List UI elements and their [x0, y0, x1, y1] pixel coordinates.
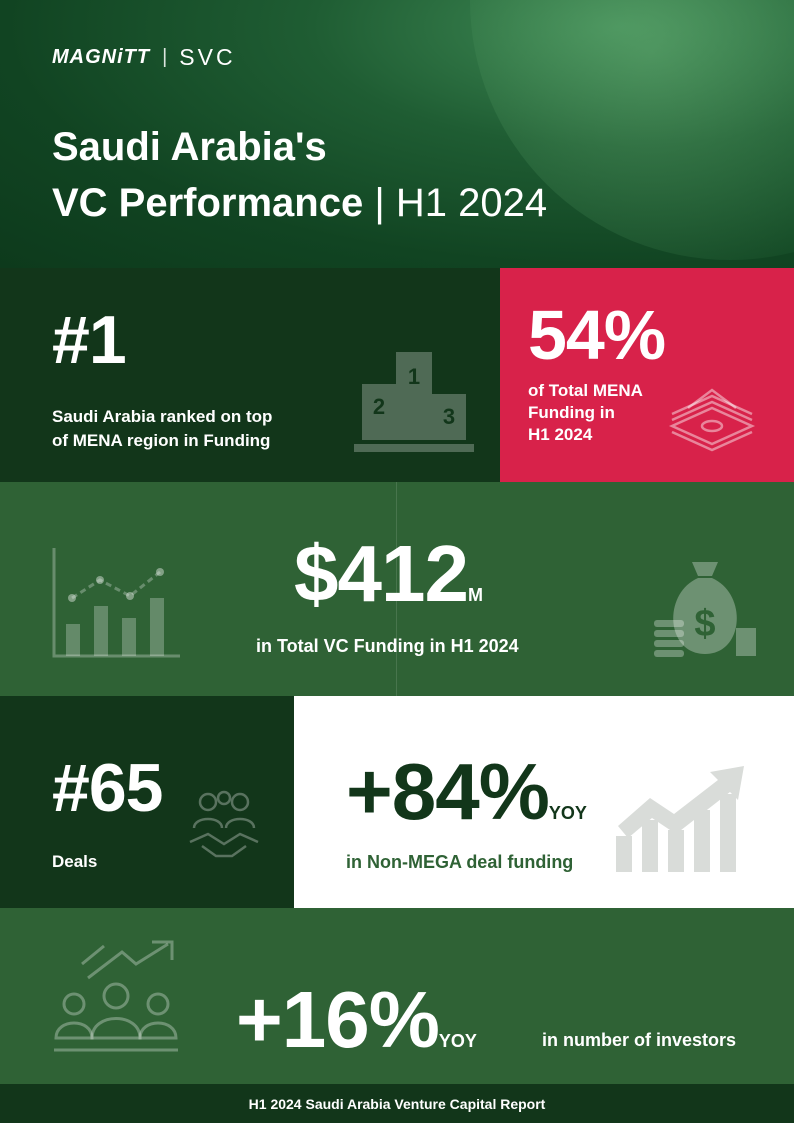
podium-label-2: 2: [373, 394, 385, 419]
handshake-team-icon: [189, 790, 259, 858]
page-title-line1: Saudi Arabia's: [52, 125, 327, 169]
rank-caption-line1: Saudi Arabia ranked on top: [52, 407, 273, 426]
cash-stack-icon: [668, 388, 756, 452]
bar-chart-icon: [52, 548, 180, 658]
deals-panel: [0, 696, 294, 908]
share-caption-line1: of Total MENA: [528, 381, 643, 400]
investors-suffix: YOY: [438, 1031, 477, 1051]
share-panel: [500, 268, 794, 482]
growth-chart-icon: [616, 766, 744, 872]
money-bag-icon: $: [654, 562, 756, 657]
footer-text: H1 2024 Saudi Arabia Venture Capital Rep…: [248, 1095, 546, 1112]
logo-separator: |: [162, 46, 168, 68]
rank-value: #1: [52, 302, 127, 378]
podium-label-1: 1: [408, 364, 420, 389]
non-mega-caption: in Non-MEGA deal funding: [346, 852, 574, 872]
investors-growth-icon: [54, 940, 178, 1052]
funding-panel: [0, 482, 794, 696]
investors-value-group: +16%YOY: [236, 980, 477, 1060]
svg-text:$: $: [694, 603, 715, 645]
magnitt-logo: MAGNiTT: [52, 46, 151, 68]
investors-panel: [0, 908, 794, 1084]
rank-panel: [0, 268, 500, 482]
non-mega-value-group: +84%YOY: [346, 752, 587, 832]
deals-value: #65: [52, 750, 163, 826]
investors-value: +16%: [236, 975, 440, 1064]
share-value: 54%: [528, 296, 666, 374]
title-separator: |: [363, 181, 396, 225]
podium-label-3: 3: [443, 404, 455, 429]
page-title-line2: VC Performance | H1 2024: [52, 180, 547, 226]
funding-caption: in Total VC Funding in H1 2024: [256, 636, 519, 656]
share-caption: of Total MENA Funding in H1 2024: [528, 380, 643, 446]
rank-caption: Saudi Arabia ranked on top of MENA regio…: [52, 405, 332, 453]
funding-value: $412: [294, 529, 469, 618]
non-mega-value: +84%: [346, 747, 550, 836]
funding-value-group: $412M: [294, 534, 483, 614]
share-caption-line2: Funding in: [528, 403, 615, 422]
share-caption-line3: H1 2024: [528, 425, 593, 444]
non-mega-suffix: YOY: [548, 803, 587, 823]
footer: H1 2024 Saudi Arabia Venture Capital Rep…: [0, 1084, 794, 1123]
brand-logos: MAGNiTT | SVC: [52, 44, 236, 71]
funding-unit: M: [467, 585, 483, 605]
svc-logo: SVC: [179, 44, 236, 70]
deals-caption: Deals: [52, 852, 98, 871]
rank-caption-line2: of MENA region in Funding: [52, 431, 271, 450]
panel-divider: [396, 482, 397, 696]
title-period: H1 2024: [395, 181, 548, 225]
podium-icon: 1 2 3: [354, 352, 474, 452]
header-banner: [0, 0, 794, 268]
investors-caption: in number of investors: [542, 1030, 737, 1050]
title-bold-part: VC Performance: [52, 181, 364, 225]
